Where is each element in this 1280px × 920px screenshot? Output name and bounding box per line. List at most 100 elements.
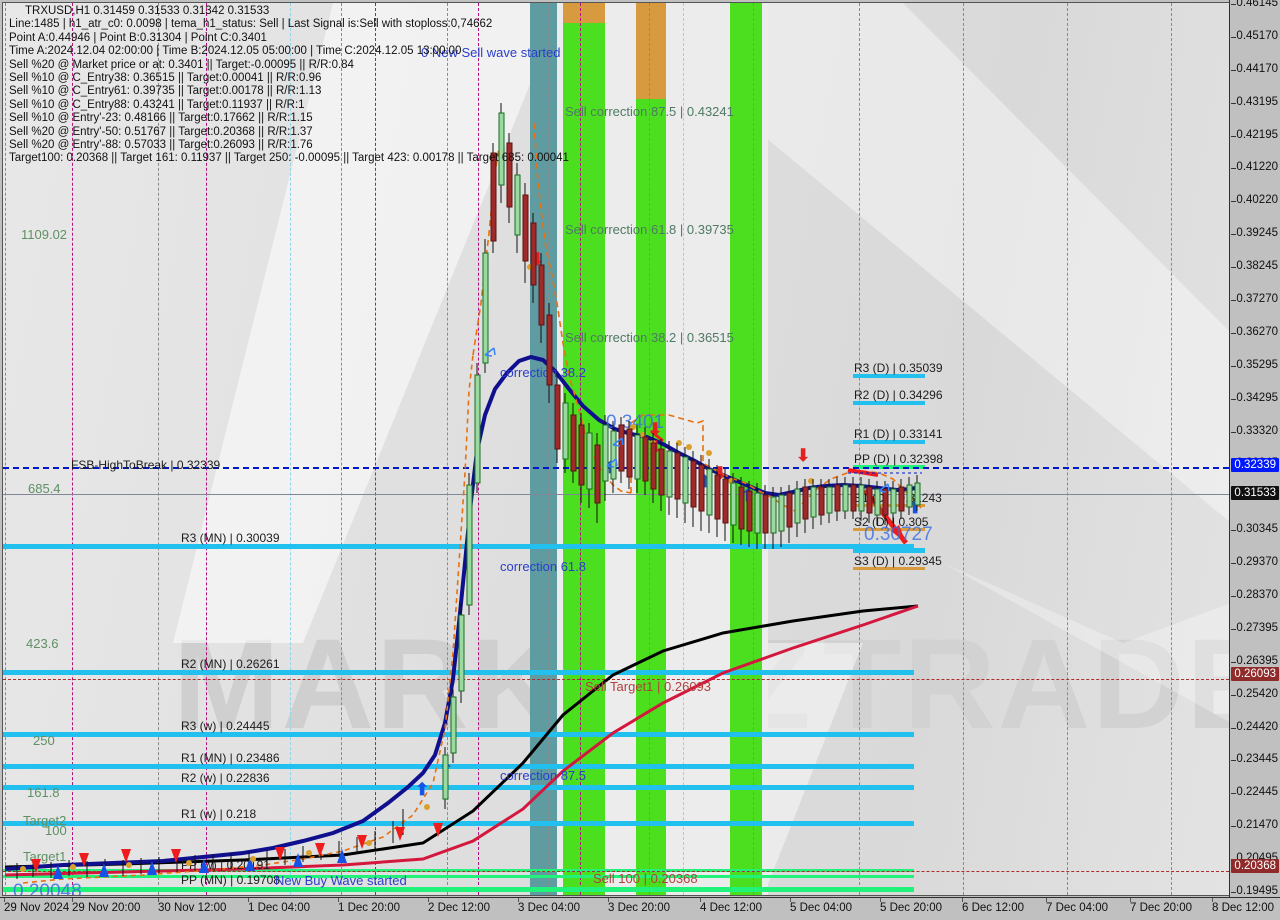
price-tick-mark — [1231, 398, 1236, 400]
label-sell-correction-875: Sell correction 87.5 | 0.43241 — [565, 104, 734, 119]
label-pp-mn: PP (MN) | 0.19708 — [181, 873, 280, 887]
label-r1-w: R1 (w) | 0.218 — [181, 807, 257, 821]
vgrid-14 — [859, 3, 860, 895]
label-s2-d: S2 (D) | 0.305 — [854, 515, 929, 529]
label-sell-correction-382: Sell correction 38.2 | 0.36515 — [565, 330, 734, 345]
info-line-0: Line:1485 | h1_atr_c0: 0.0098 | tema_h1_… — [9, 18, 493, 31]
price-tick-label: 0.29370 — [1236, 556, 1278, 569]
price-tick-label: 0.35295 — [1236, 358, 1278, 371]
time-tick-mark — [880, 898, 881, 902]
price-tick-label: 0.40220 — [1236, 194, 1278, 207]
vgrid-13 — [753, 3, 754, 895]
info-line-7: Sell %10 @ Entry'-23: 0.48166 || Target:… — [9, 112, 313, 125]
label-r1-mn: R1 (MN) | 0.23486 — [181, 751, 280, 765]
fib-label-4236: 423.6 — [26, 636, 59, 651]
time-scale[interactable]: 29 Nov 2024 29 Nov 20:00 30 Nov 12:00 1 Dec… — [0, 897, 1280, 920]
price-tick-mark — [1231, 135, 1236, 137]
price-tick-mark — [1231, 332, 1236, 334]
info-line-8: Sell %20 @ Entry'-50: 0.51767 || Target:… — [9, 125, 313, 138]
level-r1-w — [3, 821, 914, 826]
price-scale[interactable]: 0.46145 0.45170 0.44170 0.43195 0.42195 0.412… — [1229, 0, 1280, 900]
price-tick-label: 0.43195 — [1236, 95, 1278, 108]
label-r1-d: R1 (D) | 0.33141 — [854, 427, 943, 441]
label-correction-382: correction 38.2 — [500, 365, 586, 380]
time-tick-label: 8 Dec 12:00 — [1212, 902, 1275, 914]
price-tick-mark — [1231, 760, 1236, 762]
fib-label-target1: Target1 — [23, 849, 67, 864]
price-tag-0p20048: 0.20048 — [13, 881, 82, 895]
vgrid-17 — [1171, 3, 1172, 895]
vgrid-10 — [580, 3, 581, 895]
time-tick-label: 29 Nov 2024 — [4, 902, 70, 914]
vgrid-12 — [683, 3, 684, 895]
price-tick-mark — [1231, 4, 1236, 5]
buy-arrow-5: ⬆ — [439, 760, 454, 779]
time-tick-mark — [700, 898, 701, 902]
price-tick-mark — [1231, 563, 1236, 565]
fib-label-1618: 161.8 — [27, 785, 60, 800]
price-tick-mark — [1231, 596, 1236, 597]
price-tick-label: 0.27395 — [1236, 621, 1278, 634]
sell-arrow-2: ⬇ — [648, 420, 663, 439]
time-tick-mark — [1046, 898, 1047, 902]
price-tick-label: 0.44170 — [1236, 62, 1278, 75]
session-band-white-2 — [605, 3, 636, 895]
time-tick-label: 6 Dec 12:00 — [962, 902, 1025, 914]
price-tick-mark — [1231, 661, 1236, 663]
session-band-white-4 — [762, 3, 768, 895]
label-r2-mn: R2 (MN) | 0.26261 — [181, 657, 280, 671]
chart-info-panel: TRXUSD,H1 0.31459 0.31533 0.31342 0.3153… — [9, 5, 569, 166]
time-tick-mark — [338, 898, 339, 902]
time-tick-label: 7 Dec 20:00 — [1130, 902, 1193, 914]
info-line-4: Sell %10 @ C_Entry38: 0.36515 || Target:… — [9, 72, 322, 85]
time-tick-mark — [428, 898, 429, 902]
label-correction-618: correction 61.8 — [500, 559, 586, 574]
buy-arrow-3: ⬆ — [741, 486, 756, 505]
level-r1-mn — [3, 764, 914, 769]
sell-arrow-4: ⬇ — [713, 464, 728, 483]
vgrid-0 — [5, 3, 6, 895]
time-tick-mark — [1212, 898, 1213, 902]
time-tick-mark — [248, 898, 249, 902]
price-tick-label: 0.33320 — [1236, 424, 1278, 437]
price-tick-mark — [1231, 892, 1236, 893]
time-tick-label: 7 Dec 04:00 — [1046, 902, 1109, 914]
time-tick-mark — [72, 898, 73, 902]
vgrid-15 — [963, 3, 964, 895]
time-tick-label: 1 Dec 04:00 — [248, 902, 311, 914]
price-tick-label: 0.23445 — [1236, 753, 1278, 766]
price-badge-target-20368: 0.20368 — [1231, 859, 1279, 873]
chart-plot-area[interactable]: MARKETZ TRADE — [2, 2, 1230, 896]
fib-label-1109: 1109.02 — [21, 227, 68, 242]
label-fsb: FSB-HighToBreak | 0.32339 — [71, 458, 221, 472]
info-line-2: Time A:2024.12.04 02:00:00 | Time B:2024… — [9, 45, 462, 58]
symbol-ohlc-line: TRXUSD,H1 0.31459 0.31533 0.31342 0.3153… — [25, 5, 270, 17]
level-r3-w — [3, 732, 914, 737]
price-tick-label: 0.34295 — [1236, 391, 1278, 404]
price-tick-mark — [1231, 300, 1236, 301]
time-tick-label: 4 Dec 12:00 — [700, 902, 763, 914]
label-correction-875: correction 87.5 — [500, 768, 586, 783]
label-sell-100: Sell 100 | 0.20368 — [593, 871, 698, 886]
price-tick-label: 0.42195 — [1236, 128, 1278, 141]
info-line-6: Sell %10 @ C_Entry88: 0.43241 || Target:… — [9, 98, 305, 111]
price-tick-label: 0.21470 — [1236, 819, 1278, 832]
level-r3-mn — [3, 544, 914, 549]
level-pp-mn — [3, 887, 914, 892]
time-tick-label: 3 Dec 04:00 — [518, 902, 581, 914]
price-tick-mark — [1231, 628, 1236, 630]
price-tick-mark — [1231, 530, 1236, 532]
price-tick-label: 0.41220 — [1236, 161, 1278, 174]
time-tick-label: 3 Dec 20:00 — [608, 902, 671, 914]
session-band-orange-1 — [563, 3, 605, 23]
label-sell-target1: Sell Target1 | 0.26093 — [585, 679, 712, 694]
price-tick-mark — [1231, 826, 1236, 828]
time-tick-mark — [158, 898, 159, 902]
price-tick-mark — [1231, 69, 1236, 71]
price-tick-label: 0.25420 — [1236, 687, 1278, 700]
level-current-price — [3, 494, 1229, 495]
fib-label-685: 685.4 — [28, 481, 61, 496]
price-badge-target-26093: 0.26093 — [1231, 667, 1279, 681]
label-s1-d: S1 (D) | 0.31243 — [854, 491, 942, 505]
